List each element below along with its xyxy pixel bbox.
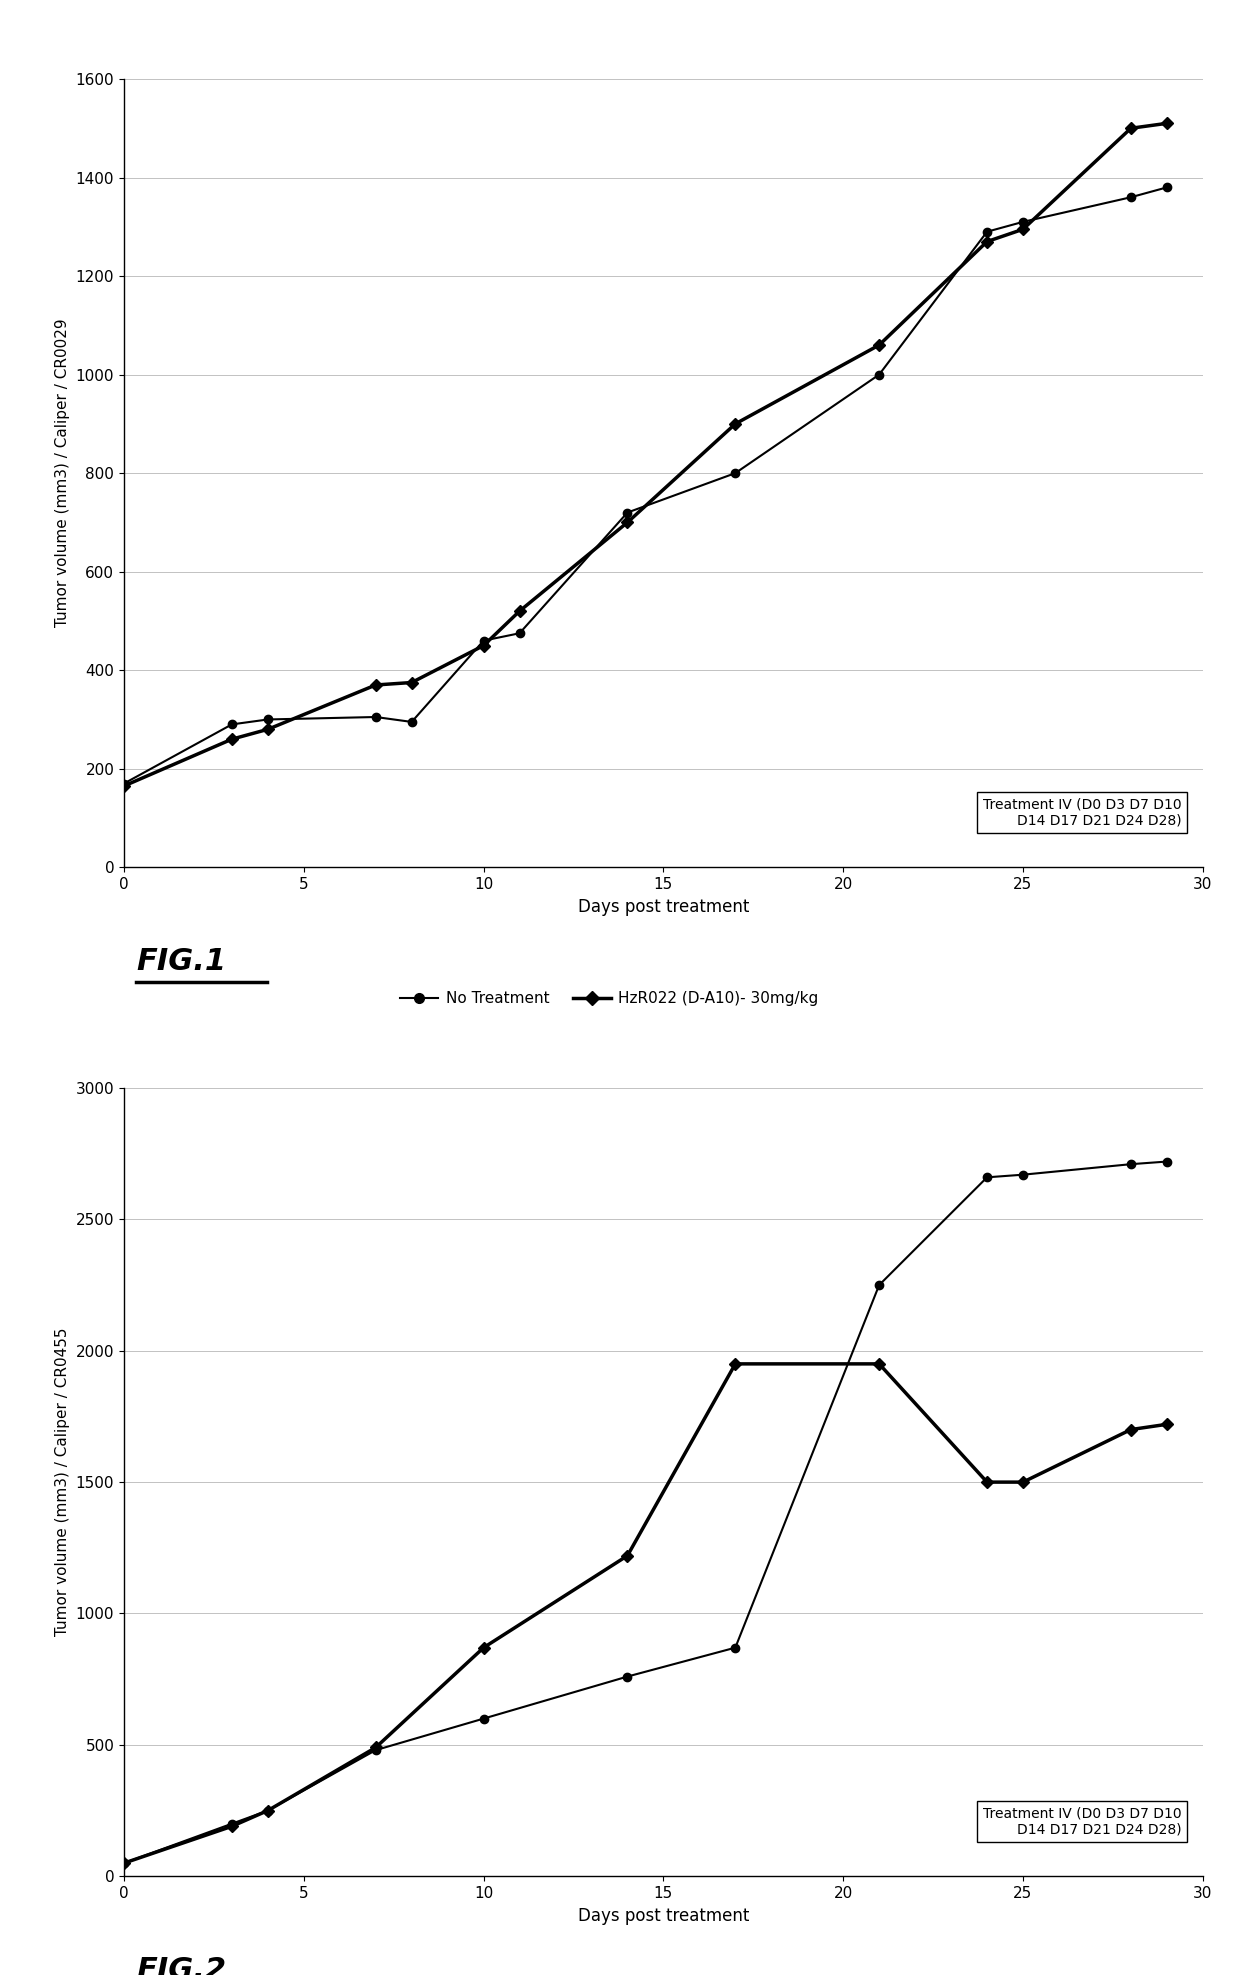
X-axis label: Days post treatment: Days post treatment	[578, 1906, 749, 1924]
Text: Treatment IV (D0 D3 D7 D10
D14 D17 D21 D24 D28): Treatment IV (D0 D3 D7 D10 D14 D17 D21 D…	[982, 798, 1182, 828]
Legend: No Treatment, HzR022 (D-A10)- 30mg/kg: No Treatment, HzR022 (D-A10)- 30mg/kg	[394, 986, 825, 1013]
X-axis label: Days post treatment: Days post treatment	[578, 897, 749, 916]
Text: FIG.1: FIG.1	[136, 946, 227, 976]
Y-axis label: Tumor volume (mm3) / Caliper / CR0029: Tumor volume (mm3) / Caliper / CR0029	[55, 318, 71, 628]
Y-axis label: Tumor volume (mm3) / Caliper / CR0455: Tumor volume (mm3) / Caliper / CR0455	[55, 1327, 71, 1637]
Text: Treatment IV (D0 D3 D7 D10
D14 D17 D21 D24 D28): Treatment IV (D0 D3 D7 D10 D14 D17 D21 D…	[982, 1807, 1182, 1837]
Legend: No Treatment, HzR022 (D-A10)- 30mg/kg: No Treatment, HzR022 (D-A10)- 30mg/kg	[394, 0, 825, 4]
Text: FIG.2: FIG.2	[136, 1955, 227, 1975]
